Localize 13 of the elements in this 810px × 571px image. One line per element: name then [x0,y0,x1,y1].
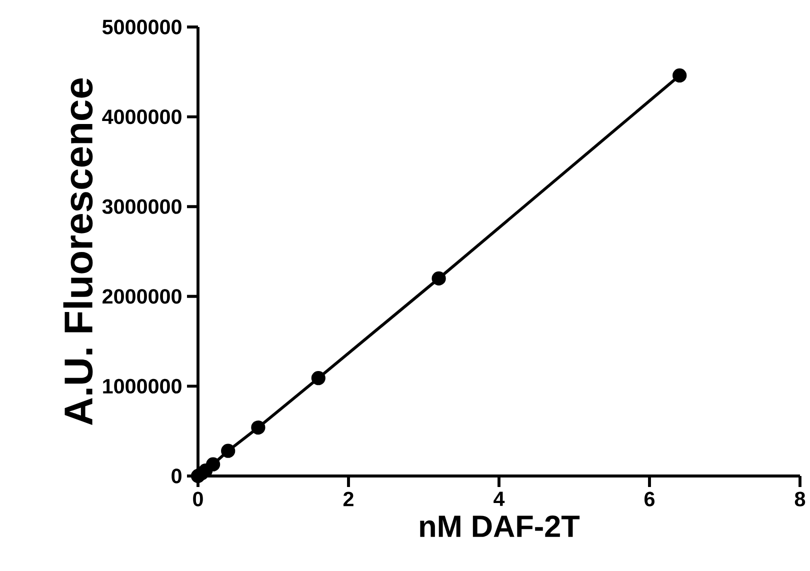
y-axis-title: A.U. Fluorescence [63,78,93,425]
y-tick-label: 1000000 [103,378,182,394]
x-tick-label: 6 [644,492,654,506]
x-tick-label: 2 [343,492,354,506]
y-tick-label: 0 [172,468,182,484]
y-tick-label: 3000000 [102,199,182,214]
x-tick-label: 8 [794,492,806,506]
y-tick-label: 2000000 [102,289,182,304]
x-axis-title: nM DAF-2T [420,516,580,537]
x-tick-label: 0 [193,492,203,506]
y-tick-label: 5000000 [102,20,182,34]
x-tick-label: 4 [494,492,505,506]
y-tick-label: 4000000 [102,109,182,124]
